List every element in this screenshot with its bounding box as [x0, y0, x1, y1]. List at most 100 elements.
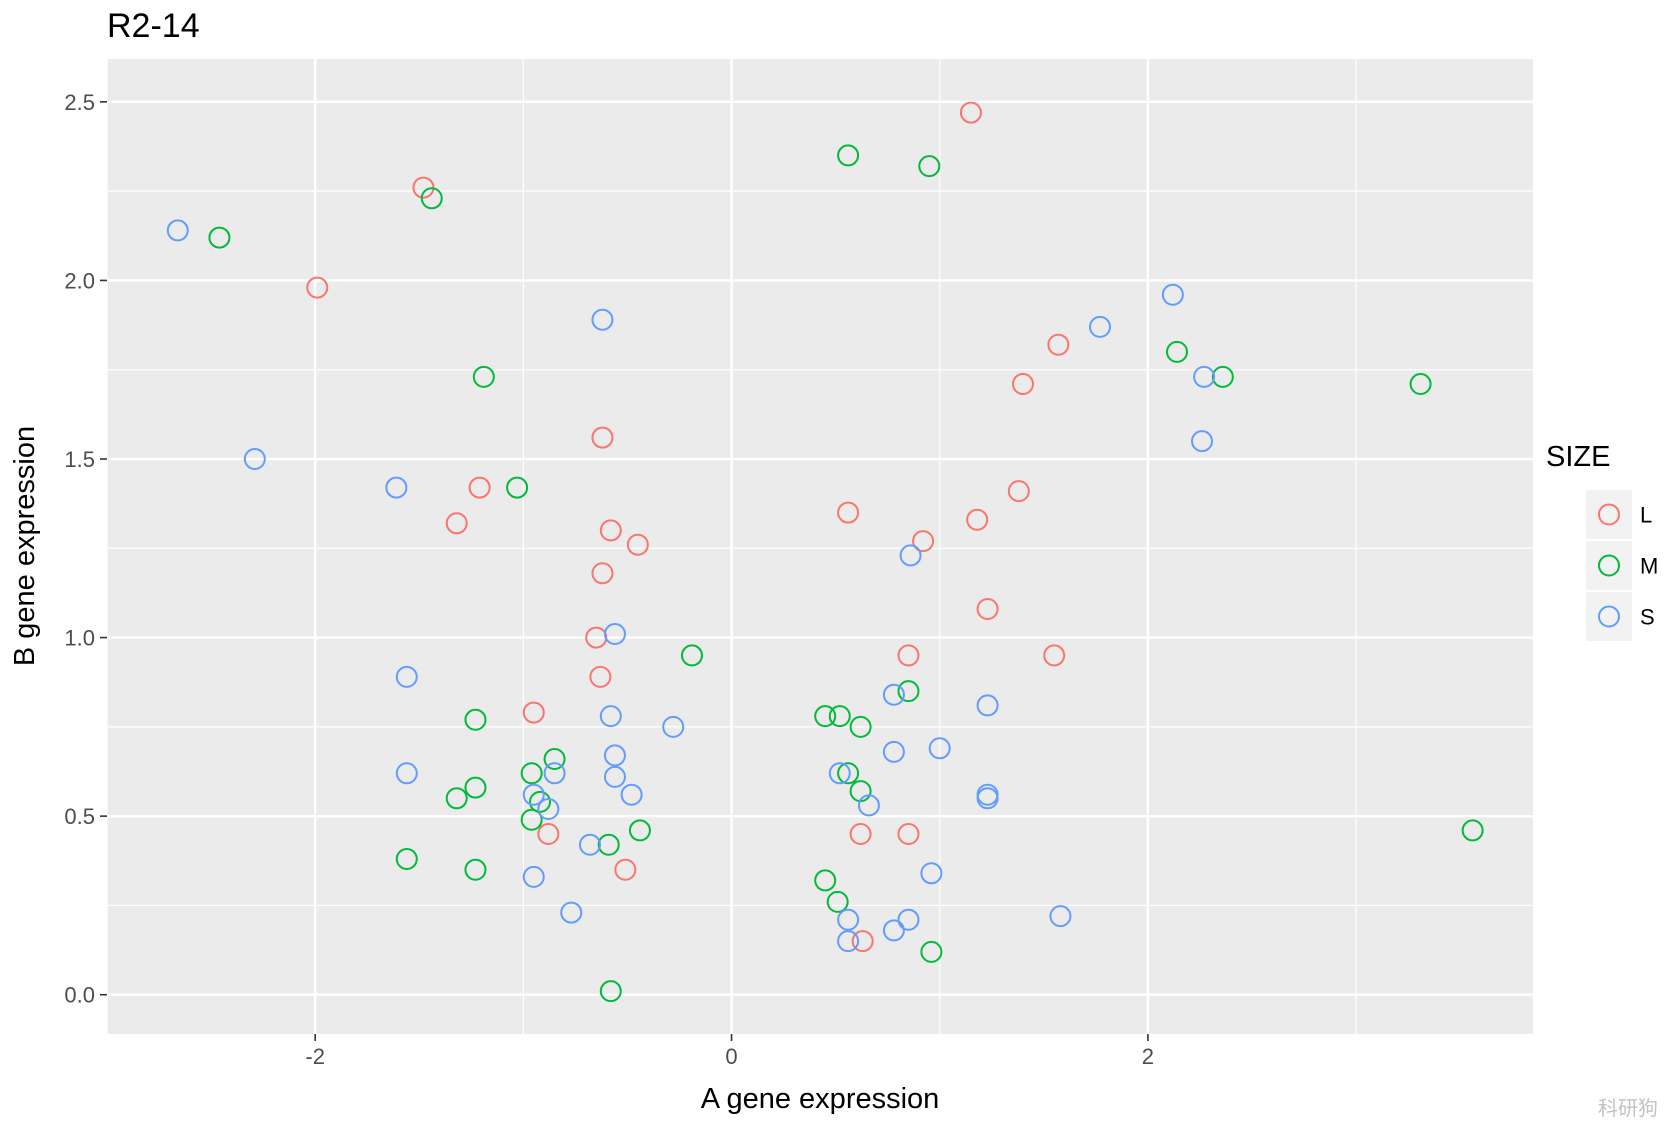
point-m [826, 890, 849, 913]
point-s [599, 705, 622, 728]
point-l [1007, 480, 1030, 503]
point-l [959, 101, 982, 124]
point-s [603, 744, 626, 767]
legend-key-bg [1586, 490, 1632, 539]
point-m [520, 762, 543, 785]
point-m [837, 762, 860, 785]
y-tick-label: 0.0 [64, 983, 95, 1008]
point-s [837, 930, 860, 953]
point-l [849, 823, 872, 845]
y-tick-label: 0.5 [64, 804, 95, 829]
point-m [445, 787, 468, 810]
point-s [560, 901, 583, 924]
point-s [578, 833, 601, 856]
legend-key-bg [1586, 592, 1632, 641]
point-s [166, 219, 189, 242]
point-s [662, 715, 685, 738]
point-s [882, 919, 905, 942]
point-m [599, 980, 622, 1003]
point-s [899, 544, 922, 567]
point-m [529, 790, 552, 813]
point-l [1011, 373, 1034, 395]
point-m [897, 680, 920, 703]
point-m [1211, 365, 1234, 388]
point-m [464, 858, 487, 881]
point-s [385, 476, 408, 499]
point-m [920, 940, 943, 963]
y-tick-label: 2.5 [64, 90, 95, 115]
point-m [814, 705, 837, 728]
point-m [464, 708, 487, 731]
point-s [603, 623, 626, 645]
point-s [1193, 365, 1216, 388]
x-axis-title: A gene expression [701, 1083, 940, 1115]
point-m [472, 365, 495, 388]
point-s [857, 794, 880, 817]
point-l [837, 501, 860, 524]
minor-gridlines [106, 59, 1533, 1034]
point-s [1161, 283, 1184, 306]
point-s [928, 737, 951, 760]
x-tick-label: 0 [725, 1044, 737, 1069]
y-tick-label: 1.0 [64, 626, 95, 651]
legend-key-s [1598, 605, 1620, 628]
point-m [1461, 819, 1484, 842]
point-s [882, 740, 905, 763]
point-m [628, 819, 651, 842]
point-m [506, 476, 529, 499]
point-l [912, 530, 935, 553]
point-l [976, 598, 999, 620]
plot-panel [107, 59, 1533, 1034]
point-l [306, 276, 329, 299]
point-m [420, 187, 443, 210]
point-l [589, 665, 612, 688]
chart-title: R2-14 [107, 7, 200, 45]
point-s [1088, 315, 1111, 338]
legend-title: SIZE [1546, 441, 1610, 473]
point-m [597, 833, 620, 856]
legend-label-m: M [1640, 554, 1658, 579]
legend-label-l: L [1640, 503, 1652, 528]
point-m [918, 155, 941, 178]
x-axis-ticks: -2 0 2 [305, 1034, 1154, 1069]
point-m [680, 644, 703, 667]
point-s [395, 665, 418, 688]
x-tick-label: -2 [305, 1044, 325, 1069]
point-l [522, 701, 545, 724]
point-m [1166, 340, 1189, 363]
x-tick-label: 2 [1142, 1044, 1154, 1069]
point-m [1409, 373, 1432, 395]
point-s [976, 787, 999, 810]
point-s [522, 783, 545, 806]
point-m [395, 848, 418, 870]
legend-key-bg [1586, 541, 1632, 590]
point-s [395, 762, 418, 785]
point-l [599, 519, 622, 542]
point-l [591, 426, 614, 449]
point-l [537, 823, 560, 845]
point-m [208, 226, 231, 249]
point-s [1191, 430, 1214, 453]
point-s [976, 694, 999, 717]
y-axis-title: B gene expression [9, 426, 41, 666]
legend-key-l [1598, 503, 1620, 526]
point-l [445, 512, 468, 535]
point-l [897, 644, 920, 667]
point-l [966, 508, 989, 531]
point-m [464, 776, 487, 799]
watermark: 科研狗 [1598, 1098, 1658, 1120]
y-axis-ticks: 0.0 0.5 1.0 1.5 2.0 2.5 [64, 90, 107, 1008]
major-gridlines [107, 59, 1533, 1034]
data-points [166, 101, 1484, 1003]
point-s [537, 798, 560, 820]
point-l [626, 533, 649, 556]
legend-key-m [1598, 554, 1620, 577]
y-tick-label: 1.5 [64, 447, 95, 472]
point-s [591, 308, 614, 331]
point-s [543, 762, 566, 785]
point-l [591, 562, 614, 585]
point-l [614, 858, 637, 881]
point-s [243, 448, 266, 470]
point-m [828, 705, 851, 728]
